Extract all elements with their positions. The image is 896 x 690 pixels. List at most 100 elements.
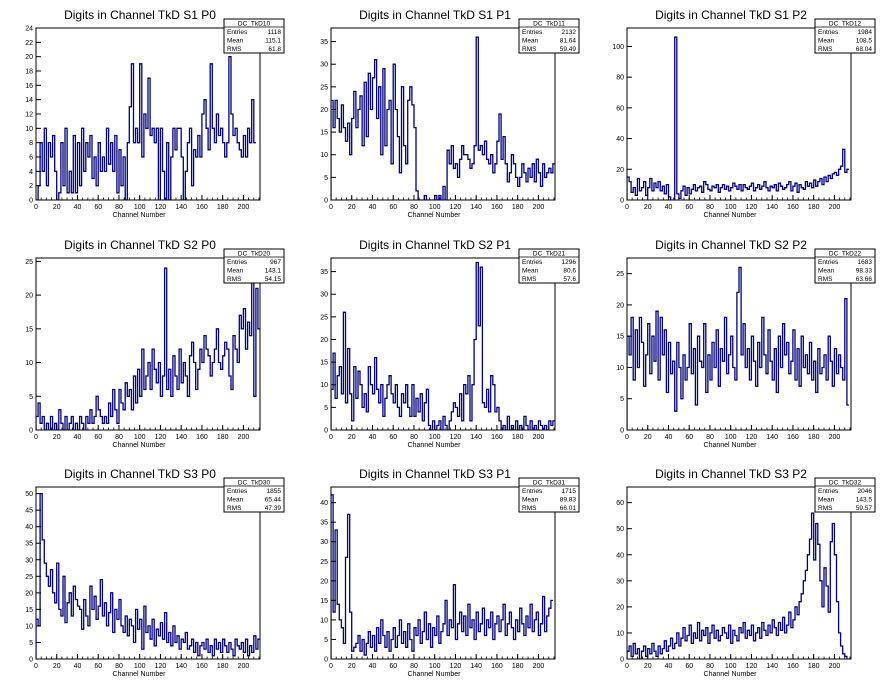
stats-value: 1715: [562, 488, 577, 495]
stats-value: 47.39: [265, 505, 282, 512]
y-tick-label: 20: [320, 107, 328, 114]
x-axis-label: Channel Number: [113, 212, 167, 219]
y-tick-label: 15: [320, 360, 328, 367]
x-tick-label: 20: [53, 204, 61, 211]
y-tick-label: 25: [25, 574, 33, 581]
x-tick-label: 140: [766, 204, 778, 211]
plot-frame: [626, 27, 852, 201]
x-tick-label: 40: [74, 663, 82, 670]
y-tick-label: 25: [320, 559, 328, 566]
stats-value: 89.83: [560, 497, 577, 504]
y-tick-label: 35: [320, 39, 328, 46]
x-tick-label: 0: [34, 204, 38, 211]
stats-label: Mean: [227, 38, 244, 45]
y-tick-label: 2: [29, 183, 33, 190]
x-tick-label: 100: [429, 663, 441, 670]
y-tick-label: 20: [320, 337, 328, 344]
y-tick-label: 30: [320, 62, 328, 69]
y-tick-label: 20: [320, 578, 328, 585]
stats-value: 57.6: [563, 276, 576, 283]
histogram-panel: Digits in Channel TkD S2 P20 20 40 60 80 100 1…: [616, 238, 876, 449]
histogram-panel: Digits in Channel TkD S1 P2 0 20 40 60 80 100 1…: [612, 8, 876, 219]
stats-label: RMS: [818, 46, 833, 53]
x-axis-label: Channel Number: [408, 442, 462, 449]
y-tick-label: 35: [320, 520, 328, 527]
x-tick-label: 180: [512, 434, 524, 441]
histogram-line: [331, 261, 555, 430]
y-tick-label: 15: [25, 607, 33, 614]
stats-label: Mean: [227, 497, 244, 504]
y-tick-label: 10: [25, 126, 33, 133]
stats-box: [814, 477, 876, 513]
y-tick-label: 30: [320, 539, 328, 546]
histogram-panel: Digits in Channel TkD S3 P00 20 40 60 80 100 1…: [25, 467, 285, 678]
x-tick-label: 80: [706, 434, 714, 441]
x-tick-label: 100: [134, 663, 146, 670]
x-tick-label: 180: [512, 663, 524, 670]
histogram-line: [627, 512, 851, 659]
y-tick-label: 22: [25, 40, 33, 47]
x-tick-label: 140: [766, 434, 778, 441]
x-tick-label: 0: [34, 434, 38, 441]
stats-value: 967: [270, 259, 281, 266]
stats-value: 61.8: [268, 46, 281, 53]
y-tick-label: 25: [320, 84, 328, 91]
stats-label: RMS: [227, 276, 242, 283]
stats-box: [518, 18, 580, 54]
y-tick-label: 0: [324, 198, 328, 205]
stats-box: [223, 18, 285, 54]
y-tick-label: 15: [320, 598, 328, 605]
plot-frame: [330, 486, 556, 660]
y-tick-label: 50: [616, 526, 624, 533]
y-tick-label: 50: [25, 491, 33, 498]
histogram-panel: Digits in Channel TkD S1 P10 20 40 60 80 100 1…: [320, 8, 580, 219]
y-tick-label: 10: [320, 382, 328, 389]
y-tick-label: 40: [616, 552, 624, 559]
x-tick-label: 0: [329, 663, 333, 670]
x-tick-label: 60: [685, 434, 693, 441]
histogram-panel: Digits in Channel TkD S2 P10 20 40 60 80 100 1…: [320, 238, 580, 449]
stats-value: 65.44: [265, 497, 282, 504]
y-tick-label: 0: [620, 198, 624, 205]
stats-label: Mean: [227, 268, 244, 275]
stats-box: [814, 248, 876, 284]
x-tick-label: 60: [94, 434, 102, 441]
stats-label: Mean: [818, 38, 835, 45]
x-tick-label: 0: [34, 663, 38, 670]
chart-title: Digits in Channel TkD S3 P2: [655, 467, 807, 481]
histogram-line: [36, 56, 256, 200]
x-tick-label: 20: [644, 434, 652, 441]
y-tick-label: 0: [324, 428, 328, 435]
y-tick-label: 20: [616, 604, 624, 611]
stats-value: 1296: [562, 259, 577, 266]
y-tick-label: 24: [25, 26, 33, 33]
plot-frame: [626, 486, 852, 660]
x-axis-label: Channel Number: [704, 671, 758, 678]
y-tick-label: 8: [29, 140, 33, 147]
stats-label: RMS: [227, 505, 242, 512]
stats-label: RMS: [522, 505, 537, 512]
chart-title: Digits in Channel TkD S3 P1: [359, 467, 511, 481]
stats-name: DC_TkD11: [533, 21, 565, 28]
chart-title: Digits in Channel TkD S1 P0: [64, 8, 216, 22]
y-tick-label: 20: [25, 54, 33, 61]
stats-label: Entries: [522, 259, 543, 266]
histogram-panel: Digits in Channel TkD S3 P20 20 40 60 80 100 1…: [616, 467, 876, 678]
y-tick-label: 30: [616, 578, 624, 585]
y-tick-label: 0: [29, 428, 33, 435]
y-tick-label: 35: [320, 269, 328, 276]
x-tick-label: 40: [665, 204, 673, 211]
stats-label: Entries: [818, 488, 839, 495]
x-tick-label: 0: [625, 663, 629, 670]
stats-name: DC_TkD20: [238, 251, 271, 258]
stats-value: 2132: [562, 29, 577, 36]
y-tick-label: 10: [25, 360, 33, 367]
x-tick-label: 140: [766, 663, 778, 670]
x-tick-label: 0: [329, 204, 333, 211]
y-tick-label: 80: [616, 75, 624, 82]
y-tick-label: 15: [616, 334, 624, 341]
plot-frame: [35, 486, 261, 660]
plot-frame: [35, 257, 261, 431]
x-tick-label: 160: [787, 204, 799, 211]
y-tick-label: 40: [616, 136, 624, 143]
